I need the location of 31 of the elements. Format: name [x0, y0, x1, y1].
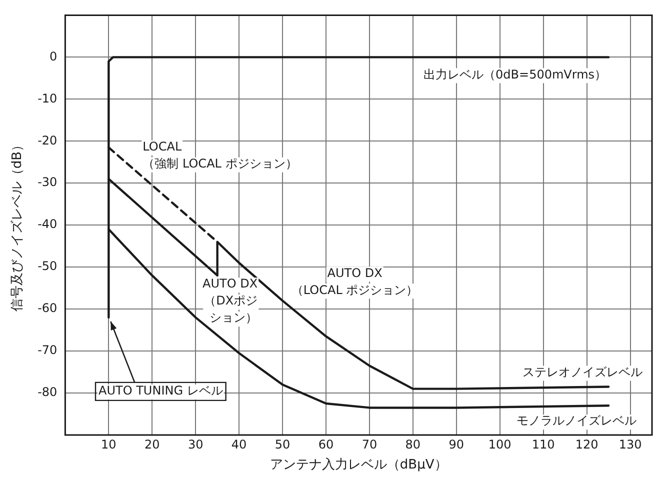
y-tick-label: -70 — [38, 343, 58, 358]
x-tick-label: 80 — [405, 437, 421, 452]
annotation: AUTO DX （DXポジション） — [202, 276, 258, 325]
x-tick-label: 20 — [144, 437, 160, 452]
series-label: ステレオノイズレベル — [522, 364, 643, 379]
y-tick-label: -80 — [38, 385, 58, 400]
series-label: モノラルノイズレベル — [516, 414, 637, 428]
y-tick-label: -30 — [38, 175, 58, 190]
x-tick-label: 110 — [532, 437, 555, 452]
x-tick-label: 60 — [318, 437, 334, 452]
x-axis-title: アンテナ入力レベル（dBμV） — [270, 458, 448, 473]
x-tick-label: 70 — [362, 437, 378, 452]
x-tick-label: 90 — [448, 437, 464, 452]
series-label: LOCAL （強制 LOCAL ポジション） — [142, 140, 298, 171]
y-tick-label: -10 — [38, 91, 58, 106]
x-tick-label: 40 — [231, 437, 247, 452]
x-tick-label: 120 — [575, 437, 598, 452]
annotation: AUTO TUNING レベル — [98, 384, 223, 398]
y-tick-label: -20 — [38, 133, 58, 148]
y-axis-title: 信号及びノイズレベル（dB） — [10, 138, 26, 312]
x-tick-label: 30 — [188, 437, 204, 452]
annotation: AUTO DX （LOCAL ポジション） — [291, 266, 418, 297]
series-label: 出力レベル（0dB=500mVrms） — [424, 67, 607, 82]
x-tick-label: 100 — [488, 437, 512, 452]
y-tick-label: -40 — [38, 217, 58, 232]
x-tick-label: 10 — [101, 437, 116, 452]
y-tick-label: 0 — [50, 49, 58, 64]
x-tick-label: 50 — [274, 437, 290, 452]
y-tick-label: -50 — [38, 259, 58, 274]
x-tick-label: 130 — [618, 437, 642, 452]
y-tick-label: -60 — [38, 301, 58, 316]
